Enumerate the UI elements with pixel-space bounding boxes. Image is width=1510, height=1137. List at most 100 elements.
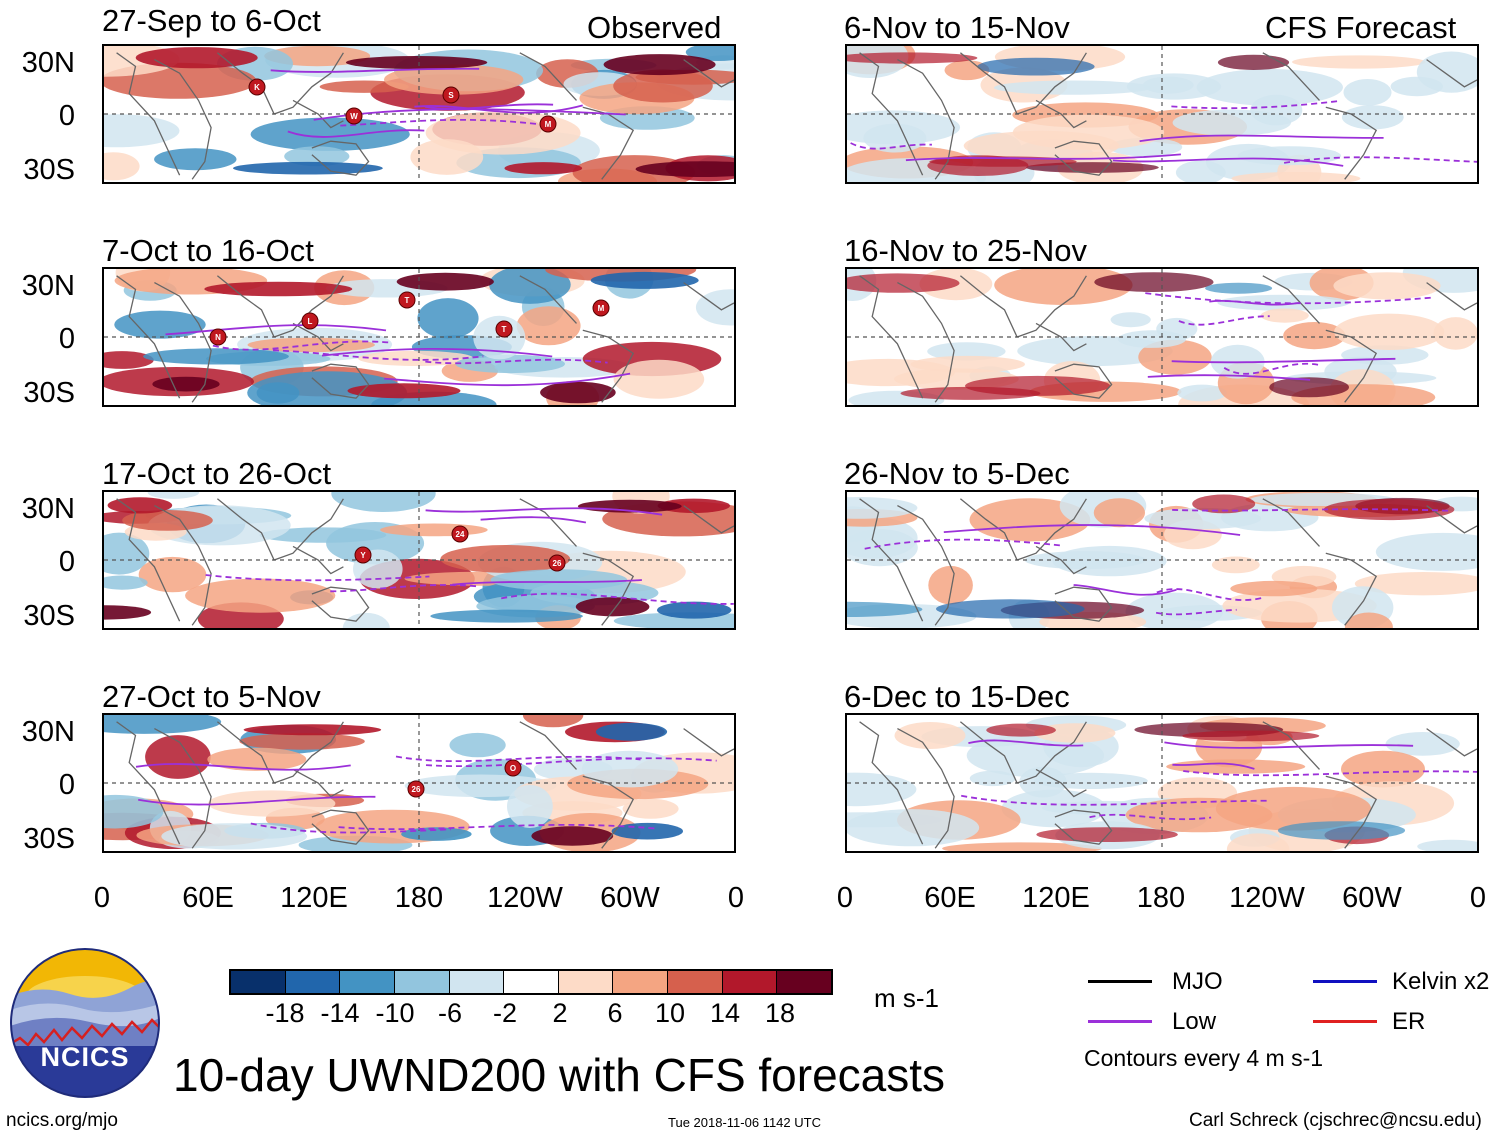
jet-anomaly-shading	[590, 271, 699, 289]
wind-anomaly-shading	[1433, 317, 1477, 350]
lat-label-30n: 30N	[21, 716, 75, 748]
footer-url[interactable]: ncics.org/mjo	[6, 1110, 118, 1131]
wind-anomaly-shading	[104, 575, 148, 590]
ncics-logo-text: NCICS	[40, 1042, 130, 1072]
wind-anomaly-shading	[1175, 160, 1226, 182]
colorbar-tick: 14	[709, 998, 741, 1028]
wind-anomaly-shading	[1283, 322, 1346, 350]
coastline	[519, 275, 577, 324]
jet-anomaly-shading	[595, 722, 668, 741]
wind-anomaly-shading	[1156, 317, 1198, 341]
coastline	[1262, 52, 1320, 101]
jet-anomaly-shading	[635, 161, 734, 177]
wind-anomaly-shading	[847, 809, 980, 847]
lon-label-0: 0	[727, 882, 745, 914]
low-frequency-contour	[961, 794, 1270, 806]
coastline	[216, 275, 344, 338]
coastline	[292, 768, 344, 798]
wind-anomaly-shading	[516, 306, 581, 346]
low-frequency-contour	[1073, 584, 1177, 596]
low-frequency-contour	[480, 516, 587, 524]
tropical-cyclone-icon: S	[442, 86, 460, 104]
coastline	[216, 52, 344, 115]
wind-anomaly-shading	[342, 612, 390, 628]
wind-anomaly-shading	[104, 114, 180, 148]
jet-anomaly-shading	[345, 56, 488, 69]
jet-anomaly-shading	[936, 599, 1085, 619]
jet-anomaly-shading	[603, 54, 716, 76]
wind-anomaly-shading	[1237, 146, 1341, 166]
low-frequency-contour	[1171, 357, 1396, 364]
colorbar-bin	[667, 971, 722, 993]
jet-anomaly-shading	[847, 52, 978, 64]
jet-anomaly-shading	[847, 601, 923, 617]
wind-anomaly-shading	[1341, 105, 1404, 130]
wind-anomaly-shading	[1292, 55, 1426, 69]
wind-anomaly-shading	[208, 790, 336, 817]
wind-anomaly-shading	[928, 565, 973, 605]
wind-anomaly-shading	[1138, 339, 1212, 375]
wind-anomaly-shading	[993, 80, 1152, 95]
jet-anomaly-shading	[135, 47, 258, 69]
coastline	[519, 52, 577, 101]
wind-anomaly-shading	[1354, 572, 1477, 596]
lat-label-eq: 0	[58, 100, 75, 132]
lon-label-180: 180	[394, 882, 444, 914]
footer-credit: Carl Schreck (cjschrec@ncsu.edu)	[1189, 1110, 1482, 1131]
wind-anomaly-shading	[410, 139, 484, 175]
coastline	[116, 52, 181, 176]
coastline	[154, 505, 212, 626]
coastline	[683, 59, 734, 88]
lon-label-60e: 60E	[182, 882, 234, 914]
low-frequency-contour	[1172, 762, 1255, 770]
lat-label-30s: 30S	[23, 377, 75, 409]
tropical-cyclone-icon: 24	[451, 525, 469, 543]
wind-anomaly-shading	[1226, 833, 1290, 851]
wind-anomaly-shading	[104, 532, 150, 575]
low-frequency-contour	[340, 118, 538, 127]
tropical-cyclone-icon: M	[539, 115, 557, 133]
coastline	[1262, 498, 1320, 547]
coastline	[859, 275, 924, 399]
jet-anomaly-shading	[396, 272, 494, 291]
legend-label-mjo: MJO	[1172, 968, 1223, 995]
low-frequency-contour	[1139, 134, 1384, 143]
observed-label: Observed	[587, 10, 722, 45]
colorbar-tick: 6	[607, 998, 623, 1028]
lon-label-120w: 120W	[487, 882, 563, 914]
colorbar-units: m s-1	[874, 983, 939, 1013]
low-frequency-contour	[425, 507, 663, 516]
coastline	[292, 545, 344, 575]
jet-anomaly-shading	[965, 375, 1111, 396]
lon-label-0: 0	[836, 882, 854, 914]
wind-anomaly-shading	[104, 794, 164, 829]
colorbar-bin	[503, 971, 558, 993]
wind-anomaly-shading	[894, 722, 966, 749]
coastline	[1325, 106, 1378, 180]
panel-title-obs-1: 27-Sep to 6-Oct	[102, 3, 321, 38]
map-panel-fc-3	[845, 490, 1479, 630]
wind-anomaly-shading	[1093, 498, 1145, 528]
coastline	[216, 498, 344, 561]
map-panel-fc-4	[845, 713, 1479, 853]
jet-anomaly-shading	[986, 723, 1056, 737]
low-frequency-contour	[212, 340, 392, 351]
low-frequency-contour	[414, 104, 583, 114]
wind-anomaly-shading	[331, 492, 436, 512]
jet-anomaly-shading	[657, 601, 732, 619]
low-frequency-contour	[1183, 770, 1477, 777]
low-frequency-contour	[850, 142, 932, 150]
jet-anomaly-shading	[531, 826, 614, 846]
jet-anomaly-shading	[1269, 377, 1349, 398]
wind-anomaly-shading	[122, 510, 213, 531]
coastline	[1325, 329, 1378, 403]
low-frequency-contour	[395, 755, 641, 763]
lat-label-30n: 30N	[21, 493, 75, 525]
coastline	[311, 586, 370, 622]
colorbar-tick: -10	[375, 998, 415, 1028]
wind-anomaly-shading	[147, 492, 200, 499]
coastline	[1426, 282, 1477, 311]
jet-anomaly-shading	[977, 57, 1095, 76]
coastline	[897, 728, 955, 849]
tropical-cyclone-label: O	[510, 764, 516, 773]
